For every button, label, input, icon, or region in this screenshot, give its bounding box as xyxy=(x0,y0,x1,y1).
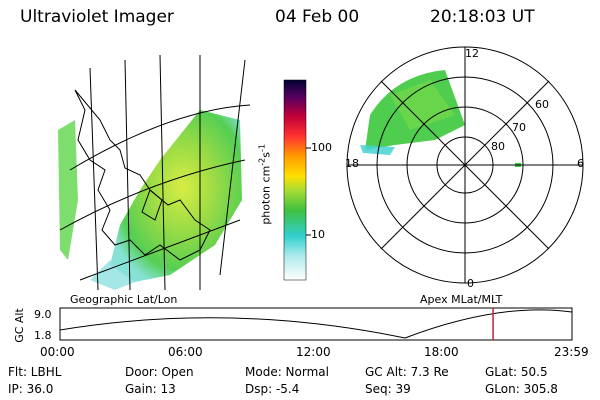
apex-caption: Apex MLat/MLT xyxy=(420,293,503,306)
lat-label-70: 70 xyxy=(512,121,526,134)
lat-label-80: 80 xyxy=(491,140,505,153)
colorbar-unit-label: photon cm-2s-1 xyxy=(257,144,273,225)
mlt-label-0: 0 xyxy=(467,277,474,290)
door-info: Door: Open xyxy=(125,365,194,379)
dsp-info: Dsp: -5.4 xyxy=(245,382,300,396)
xtick-1200: 12:00 xyxy=(296,345,331,359)
alt-axis-label: GC Alt xyxy=(12,308,26,343)
seq-info: Seq: 39 xyxy=(365,382,411,396)
gain-info: Gain: 13 xyxy=(125,382,176,396)
xtick-2359: 23:59 xyxy=(554,345,589,359)
xtick-0000: 00:00 xyxy=(40,345,75,359)
alt-tick-high: 9.0 xyxy=(34,308,52,321)
gc-alt-info: GC Alt: 7.3 Re xyxy=(365,365,449,379)
alt-tick-low: 1.8 xyxy=(34,329,52,342)
coastline xyxy=(74,89,211,261)
xtick-0600: 06:00 xyxy=(168,345,203,359)
mlt-label-6: 6 xyxy=(577,157,584,170)
mlt-label-18: 18 xyxy=(345,157,359,170)
instrument-title: Ultraviolet Imager xyxy=(20,7,174,27)
time-label: 20:18:03 UT xyxy=(430,7,535,27)
date-label: 04 Feb 00 xyxy=(275,7,360,27)
mode-info: Mode: Normal xyxy=(245,365,329,379)
xtick-1800: 18:00 xyxy=(424,345,459,359)
aurora-emission xyxy=(110,110,242,282)
colorbar xyxy=(283,79,311,281)
polar-plot xyxy=(346,46,584,284)
colorbar-tick-10: 10 xyxy=(311,228,325,241)
geographic-image xyxy=(58,54,251,291)
altitude-curve xyxy=(59,309,573,339)
geographic-caption: Geographic Lat/Lon xyxy=(70,293,178,306)
filter-info: Flt: LBHL xyxy=(8,365,62,379)
altitude-plot xyxy=(59,307,573,341)
lat-label-60: 60 xyxy=(535,98,549,111)
ip-info: IP: 36.0 xyxy=(8,382,54,396)
colorbar-tick-100: 100 xyxy=(311,141,332,154)
glon-info: GLon: 305.8 xyxy=(485,382,558,396)
mlt-label-12: 12 xyxy=(465,47,479,60)
glat-info: GLat: 50.5 xyxy=(485,365,548,379)
